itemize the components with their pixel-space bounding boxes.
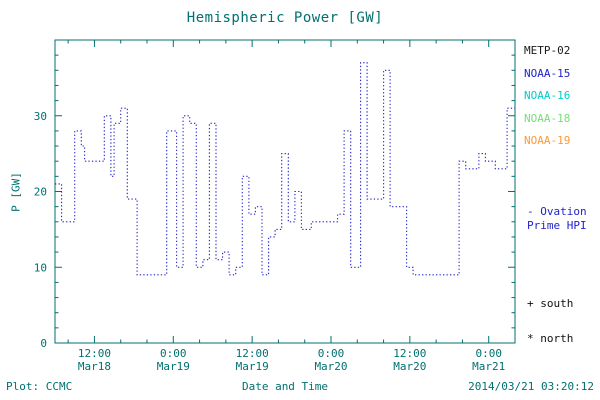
x-tick-time-label: 12:00 (236, 347, 269, 360)
x-axis-label: Date and Time (241, 380, 329, 393)
x-tick-date-label: Mar19 (236, 360, 269, 373)
x-tick-date-label: Mar20 (314, 360, 347, 373)
x-tick-time-label: 12:00 (393, 347, 426, 360)
hpi-step-line (55, 62, 515, 276)
legend-item-noaa15: NOAA-15 (524, 66, 571, 80)
plot-credit: Plot: CCMC (6, 380, 73, 393)
y-tick-label: 20 (34, 186, 47, 199)
x-tick-time-label: 12:00 (78, 347, 111, 360)
chart-title: Hemispheric Power [GW] (186, 10, 384, 26)
y-tick-label: 10 (34, 261, 47, 274)
legend-north-marker: * north (527, 332, 574, 345)
legend-item-metp02: METP-02 (524, 44, 571, 57)
x-tick-date-label: Mar18 (78, 360, 111, 373)
y-tick-label: 30 (34, 110, 47, 123)
legend-south-marker: + south (527, 297, 574, 310)
legend-item-noaa18: NOAA-18 (524, 111, 571, 125)
y-tick-label: 0 (40, 337, 47, 350)
plot-timestamp: 2014/03/21 03:20:12 (468, 380, 594, 393)
ovation-line-2: Prime HPI (527, 219, 587, 232)
x-tick-time-label: 0:00 (318, 347, 345, 360)
legend-item-noaa16: NOAA-16 (524, 89, 571, 102)
satellite-legend: METP-02 NOAA-15 NOAA-16 NOAA-18 NOAA-19 (524, 40, 570, 153)
x-tick-time-label: 0:00 (475, 347, 502, 360)
x-tick-date-label: Mar21 (472, 360, 505, 373)
x-tick-time-label: 0:00 (160, 347, 187, 360)
ovation-line-1: - Ovation (527, 205, 587, 218)
x-tick-date-label: Mar19 (157, 360, 190, 373)
legend-ovation-prime-hpi: - Ovation Prime HPI (527, 205, 587, 233)
axes-frame (54, 39, 516, 344)
x-tick-date-label: Mar20 (393, 360, 426, 373)
legend-item-noaa19: NOAA-19 (524, 134, 571, 147)
